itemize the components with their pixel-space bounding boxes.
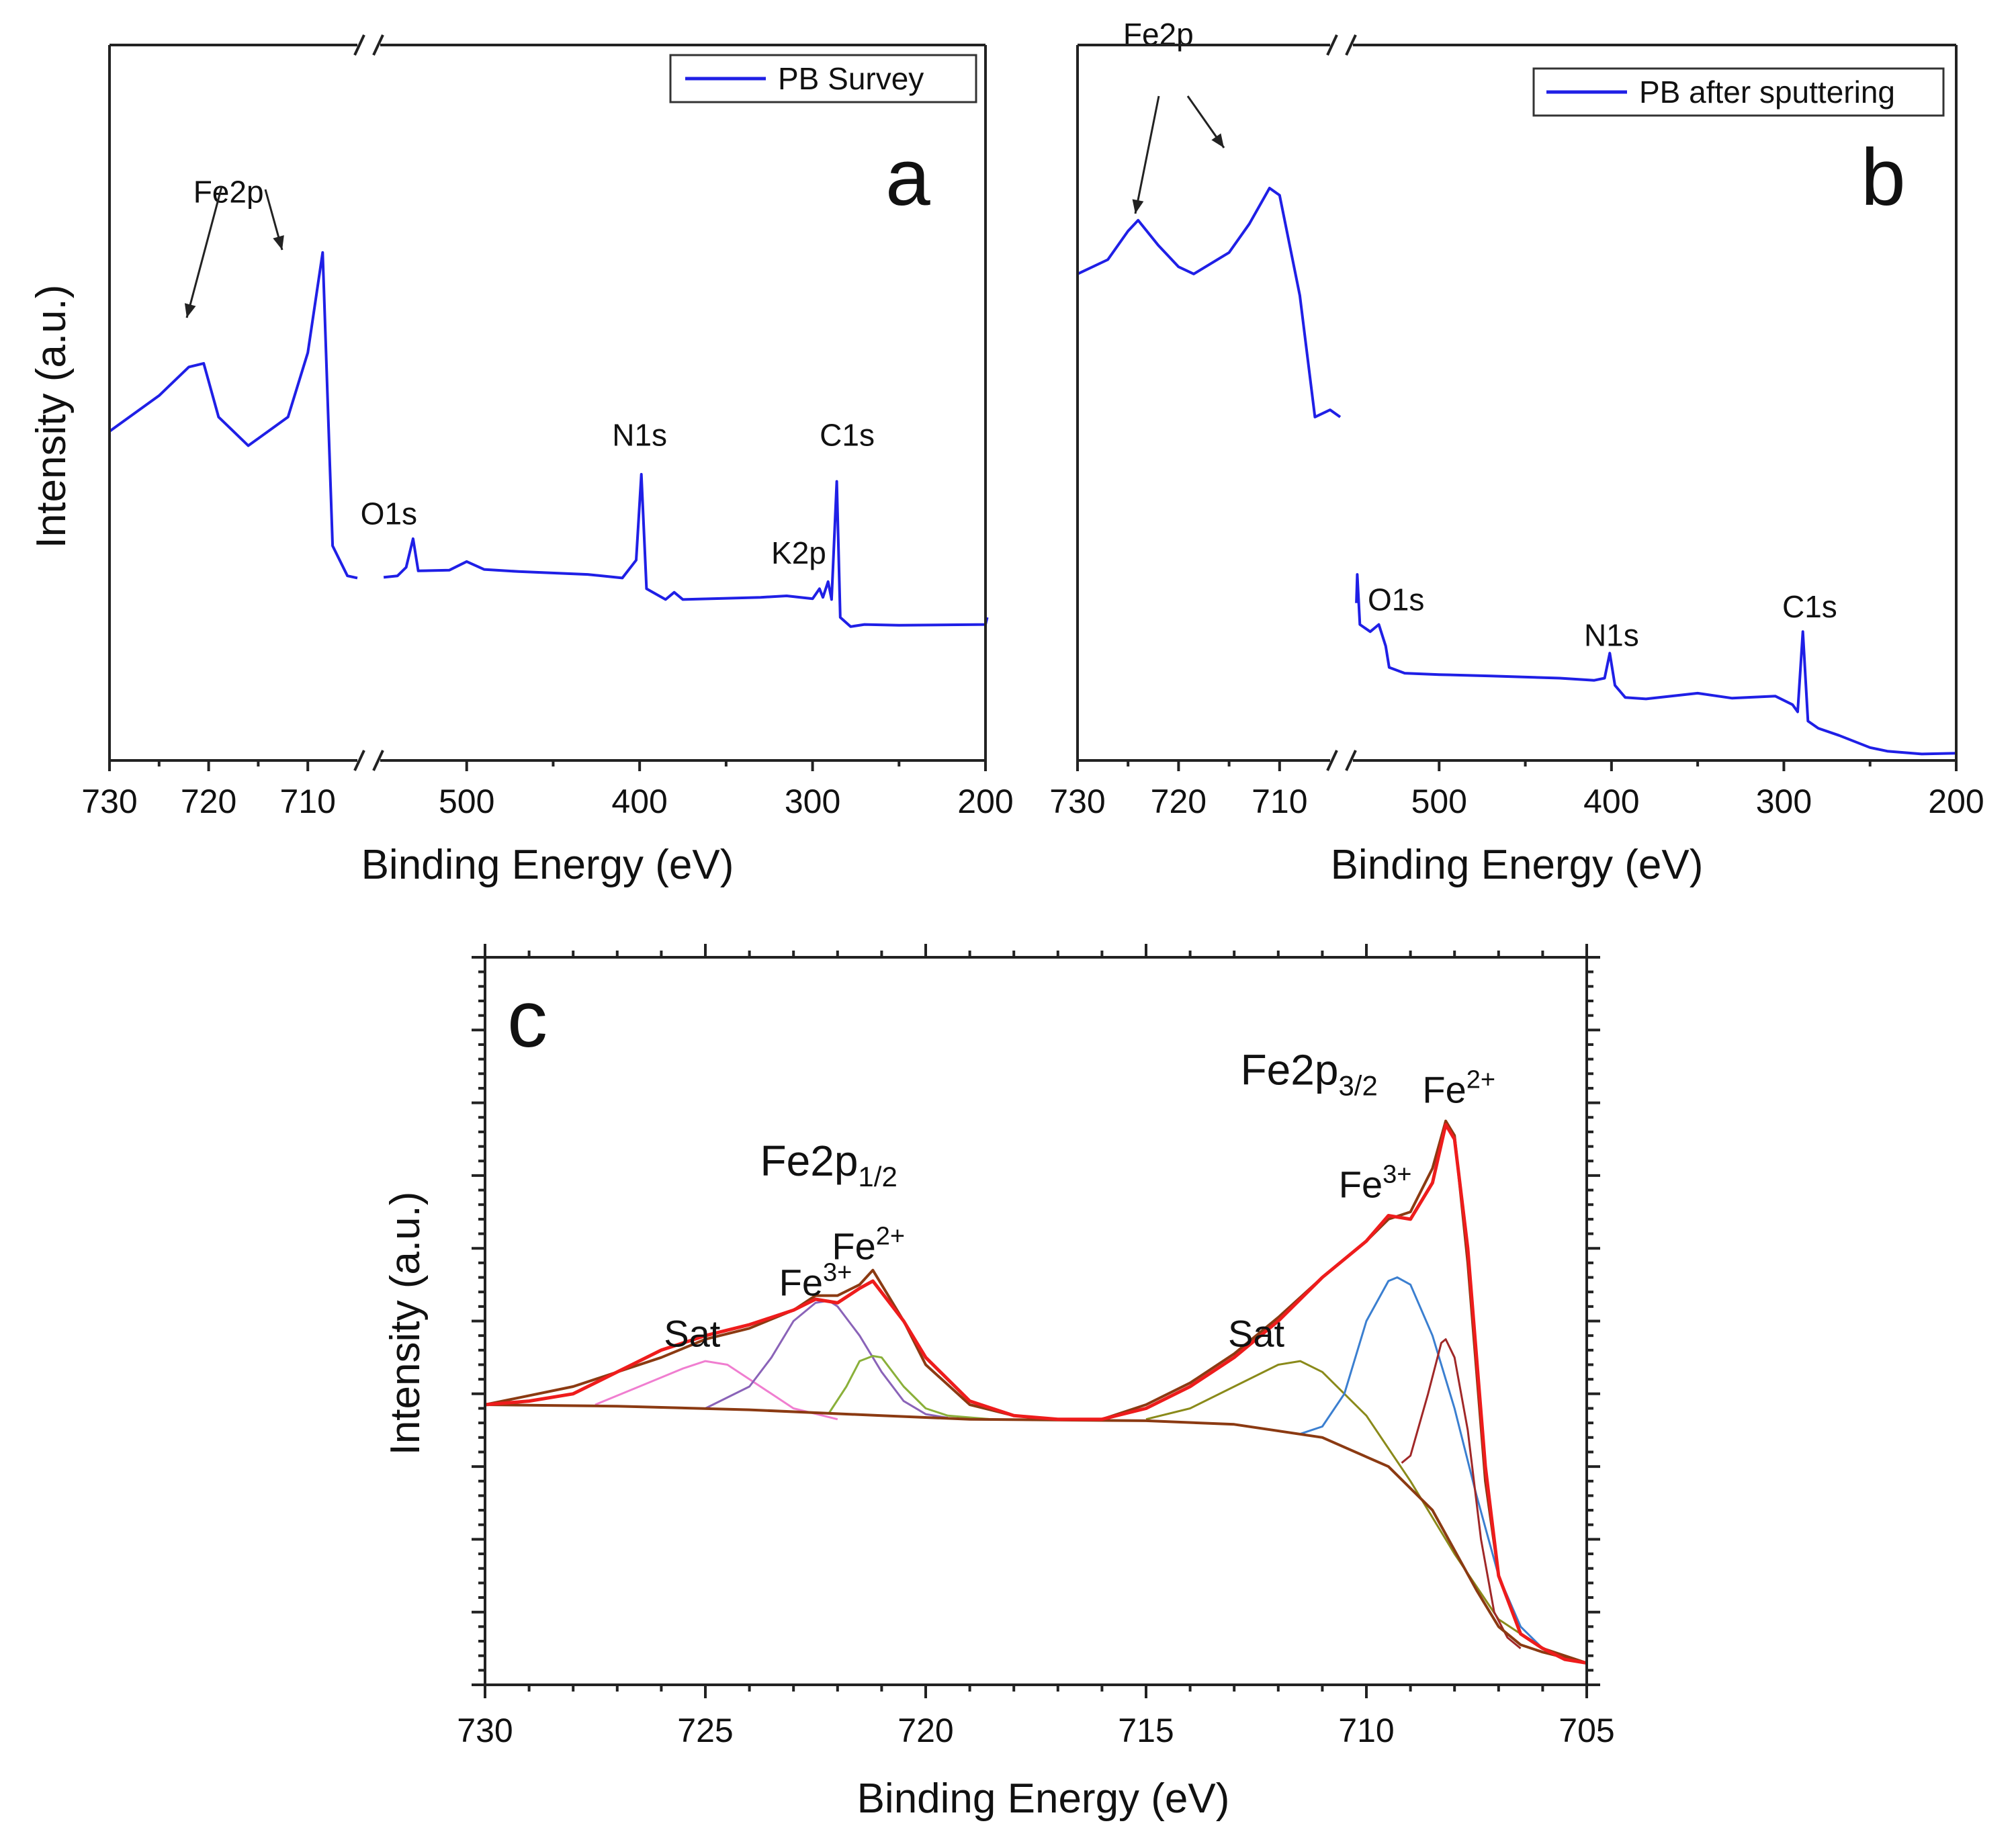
x-tick-label-720: 720: [1151, 783, 1207, 820]
panel-a-survey: Fe2p O1s N1s K2p C1s 730 720 710 500 400 300 200 P…: [28, 34, 1014, 888]
peak-label-c1s: C1s: [820, 417, 875, 452]
x-tick-label-715: 715: [1118, 1712, 1174, 1749]
peak-label-sat: Sat: [1228, 1312, 1284, 1354]
panel-b-legend: PB after sputtering: [1532, 67, 1945, 117]
panel-c-x-label: Binding Energy (eV): [857, 1776, 1230, 1822]
panel-b-after-sputtering: Fe2p O1s N1s C1s 730 720 710 500 400 300 200 PB a…: [1049, 17, 1984, 888]
peak-label-sat: Sat: [664, 1312, 720, 1354]
panel-letter-b: b: [1861, 132, 1906, 222]
axis-break-top-2: [372, 34, 384, 56]
legend-label-a: PB Survey: [778, 61, 924, 96]
peak-label-fe2p: Fe2p: [1123, 17, 1194, 52]
fe2p-arrow-2-head: [1211, 133, 1224, 148]
series-line-b-seg2: [1355, 573, 1957, 756]
axis-break-bottom-1: [353, 750, 365, 771]
series-line-sat-fe2p3-2-: [1145, 1360, 1565, 1657]
panel-a-y-label: Intensity (a.u.): [28, 285, 75, 549]
x-tick-label-300: 300: [785, 783, 840, 820]
x-tick-label-400: 400: [1583, 783, 1639, 820]
series-line-a-seg2: [383, 473, 989, 628]
fe2p-arrow-1-head: [184, 303, 196, 318]
panel-letter-c: c: [507, 974, 547, 1064]
panel-c-plot-area: [484, 1119, 1587, 1665]
axis-break-top-1: [353, 34, 365, 56]
peak-label-n1s: N1s: [1584, 618, 1639, 653]
axis-break-bottom-2: [372, 750, 384, 771]
axis-break-top-1: [1326, 34, 1338, 56]
x-tick-label-710: 710: [1252, 783, 1307, 820]
x-tick-label-500: 500: [439, 783, 494, 820]
fe2p-arrow-1: [185, 186, 223, 318]
panel-letter-a: a: [885, 132, 930, 222]
axis-break-bottom-2: [1345, 750, 1357, 771]
panel-a-legend: PB Survey: [669, 54, 977, 103]
series-line-fe2-fe2p1-2-: [828, 1355, 992, 1421]
x-tick-label-720: 720: [181, 783, 236, 820]
series-line-b-seg1: [1077, 187, 1342, 419]
fe2p-arrow-1-head: [1132, 199, 1144, 214]
x-tick-label-710: 710: [1338, 1712, 1394, 1749]
panel-b-x-ticks: 730 720 710 500 400 300 200: [1049, 760, 1984, 820]
x-tick-label-500: 500: [1411, 783, 1467, 820]
x-tick-label-200: 200: [1928, 783, 1984, 820]
axis-break-top-2: [1345, 34, 1357, 56]
x-tick-label-730: 730: [81, 783, 137, 820]
peak-label-fe2-: Fe2+: [832, 1222, 905, 1267]
legend-label-b: PB after sputtering: [1639, 75, 1895, 109]
panel-b-x-label: Binding Energy (eV): [1331, 842, 1704, 888]
fe2p-arrow-2-head: [273, 235, 284, 250]
peak-label-fe3-: Fe3+: [1339, 1160, 1412, 1205]
x-tick-label-300: 300: [1756, 783, 1812, 820]
series-line-fe3-fe2p1-2-: [705, 1299, 949, 1419]
panel-b-frame: [1076, 34, 1958, 771]
panel-c-y-label: Intensity (a.u.): [382, 1192, 429, 1456]
series-line-fe2-fe2p3-2-: [1401, 1338, 1522, 1649]
panel-a-frame: [108, 34, 987, 771]
fe2p-arrow-1: [1134, 95, 1160, 214]
x-tick-label-705: 705: [1559, 1712, 1614, 1749]
series-line-a-seg1: [108, 251, 358, 580]
peak-label-fe2p1-2: Fe2p1/2: [760, 1137, 897, 1192]
panel-a-x-label: Binding Energy (eV): [361, 842, 734, 888]
series-line-sat-fe2p1-2-: [595, 1360, 838, 1421]
panel-a-annotations: Fe2p O1s N1s K2p C1s: [184, 174, 875, 570]
x-tick-label-200: 200: [957, 783, 1013, 820]
peak-label-o1s: O1s: [361, 496, 417, 531]
panel-a-x-ticks: 730 720 710 500 400 300 200: [81, 760, 1014, 820]
x-tick-label-400: 400: [611, 783, 667, 820]
x-tick-label-720: 720: [897, 1712, 953, 1749]
peak-label-fe2p3-2: Fe2p3/2: [1241, 1046, 1378, 1102]
peak-label-fe2-: Fe2+: [1422, 1066, 1495, 1111]
x-tick-label-730: 730: [457, 1712, 513, 1749]
peak-label-o1s: O1s: [1368, 582, 1424, 617]
x-tick-label-730: 730: [1049, 783, 1105, 820]
x-tick-label-725: 725: [677, 1712, 733, 1749]
peak-label-k2p: K2p: [771, 535, 826, 570]
panel-c-frame: [484, 956, 1588, 1686]
axis-break-bottom-1: [1326, 750, 1338, 771]
peak-label-c1s: C1s: [1782, 589, 1837, 624]
panel-b-plot-area: [1077, 187, 1957, 756]
series-line-fe3-fe2p3-2-: [1300, 1276, 1565, 1657]
panel-a-plot-area: [108, 251, 989, 628]
peak-label-fe3-: Fe3+: [779, 1259, 852, 1304]
peak-label-n1s: N1s: [612, 417, 667, 452]
peak-label-fe2p: Fe2p: [193, 174, 264, 209]
x-tick-label-710: 710: [279, 783, 335, 820]
series-line-experimental: [484, 1123, 1587, 1665]
series-line-background: [484, 1403, 1587, 1665]
